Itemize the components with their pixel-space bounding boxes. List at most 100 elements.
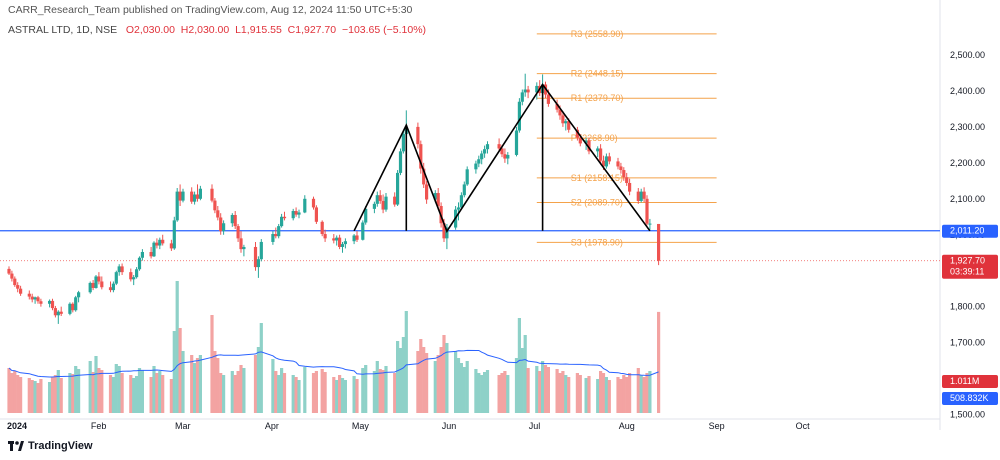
candle-body xyxy=(419,144,423,169)
candle-body xyxy=(555,103,559,110)
candle-body xyxy=(219,217,223,232)
candle-body xyxy=(483,149,487,154)
candle-body xyxy=(91,282,95,288)
volume-bar xyxy=(587,376,591,413)
volume-bar xyxy=(198,355,202,413)
volume-bar xyxy=(474,369,478,413)
candle-body xyxy=(210,188,214,201)
volume-bar xyxy=(158,371,162,413)
volume-bar xyxy=(216,358,220,413)
candle-body xyxy=(648,223,652,225)
volume-bar xyxy=(564,375,568,413)
candle-body xyxy=(74,297,78,311)
volume-bar xyxy=(648,371,652,413)
candle-body xyxy=(149,252,153,257)
candle-body xyxy=(216,210,220,218)
volume-bar xyxy=(320,369,324,413)
candle-body xyxy=(111,283,115,291)
volume-bar xyxy=(311,373,316,413)
support-price-label-text: 2,011.20 xyxy=(950,226,984,236)
volume-bar xyxy=(233,375,237,413)
volume-bar xyxy=(97,368,101,413)
candle-body xyxy=(236,226,240,239)
volume-bar xyxy=(10,373,14,413)
candle-body xyxy=(53,308,57,316)
candle-body xyxy=(378,195,382,201)
candle-body xyxy=(94,276,98,288)
last-price-label-text: 1,927.70 xyxy=(950,256,985,266)
candle-body xyxy=(361,222,365,240)
candle-body xyxy=(77,292,81,298)
candle-body xyxy=(291,211,295,219)
candle-body xyxy=(364,208,368,223)
candle-body xyxy=(242,246,246,250)
volume-bar xyxy=(459,363,463,413)
pivot-level-label: S2 (2089.70) xyxy=(571,198,623,208)
candle-body xyxy=(161,239,165,244)
candle-body xyxy=(523,89,527,93)
volume-bar xyxy=(71,374,75,413)
y-tick-label: 2,400.00 xyxy=(950,86,985,96)
volume-bar xyxy=(100,370,104,413)
candle-body xyxy=(117,266,121,273)
candle-body xyxy=(343,241,347,245)
volume-bar xyxy=(222,375,226,413)
volume-bar xyxy=(33,381,37,413)
volume-bar xyxy=(575,373,579,413)
publisher-line: CARR_Research_Team published on TradingV… xyxy=(8,4,413,16)
volume-bar xyxy=(282,373,287,413)
candle-body xyxy=(175,191,179,221)
candle-body xyxy=(303,198,307,213)
candle-body xyxy=(282,216,287,219)
volume-bar xyxy=(503,371,507,413)
candle-body xyxy=(36,297,40,302)
pivot-level-label: R3 (2558.90) xyxy=(571,29,624,39)
candle-body xyxy=(425,184,429,200)
candle-body xyxy=(561,115,565,124)
candle-body xyxy=(132,277,136,280)
candle-body xyxy=(657,223,661,261)
candle-body xyxy=(601,160,606,167)
volume-bar xyxy=(120,373,124,413)
candle-body xyxy=(16,285,20,289)
pivot-level-label: P (2268.90) xyxy=(571,133,618,143)
volume-bar xyxy=(16,375,20,413)
volume-bar xyxy=(175,281,179,413)
candle-body xyxy=(517,101,521,131)
candle-body xyxy=(506,154,510,159)
volume-bar xyxy=(384,366,388,413)
volume-bar xyxy=(242,368,246,413)
candle-body xyxy=(396,172,400,205)
candle-body xyxy=(97,276,101,282)
volume-bar xyxy=(172,331,176,413)
candle-body xyxy=(422,168,426,185)
candle-body xyxy=(213,200,217,211)
volume-label-text: 1.011M xyxy=(950,376,979,386)
candle-body xyxy=(372,203,376,209)
candle-body xyxy=(135,269,139,278)
volume-bar xyxy=(398,348,403,413)
candle-body xyxy=(398,151,403,173)
candle-body xyxy=(599,148,603,161)
x-tick-label: 2024 xyxy=(7,421,27,431)
candle-body xyxy=(50,300,55,309)
x-tick-label: Aug xyxy=(619,421,635,431)
candle-body xyxy=(277,226,281,237)
volume-bar xyxy=(280,368,284,413)
candle-body xyxy=(332,238,336,241)
volume-bar xyxy=(294,377,298,413)
volume-bar xyxy=(13,371,17,413)
pivot-level-label: S3 (1978.90) xyxy=(571,237,623,247)
volume-bar xyxy=(332,377,336,413)
y-tick-label: 2,500.00 xyxy=(950,50,985,60)
change-value: −103.65 (−5.10%) xyxy=(341,24,427,36)
volume-bar xyxy=(419,339,423,413)
volume-bar xyxy=(375,361,379,413)
candle-body xyxy=(477,159,481,164)
volume-bar xyxy=(477,373,481,413)
candle-body xyxy=(355,235,359,240)
candle-body xyxy=(636,191,640,201)
volume-bar xyxy=(607,380,611,413)
candle-body xyxy=(645,198,649,224)
